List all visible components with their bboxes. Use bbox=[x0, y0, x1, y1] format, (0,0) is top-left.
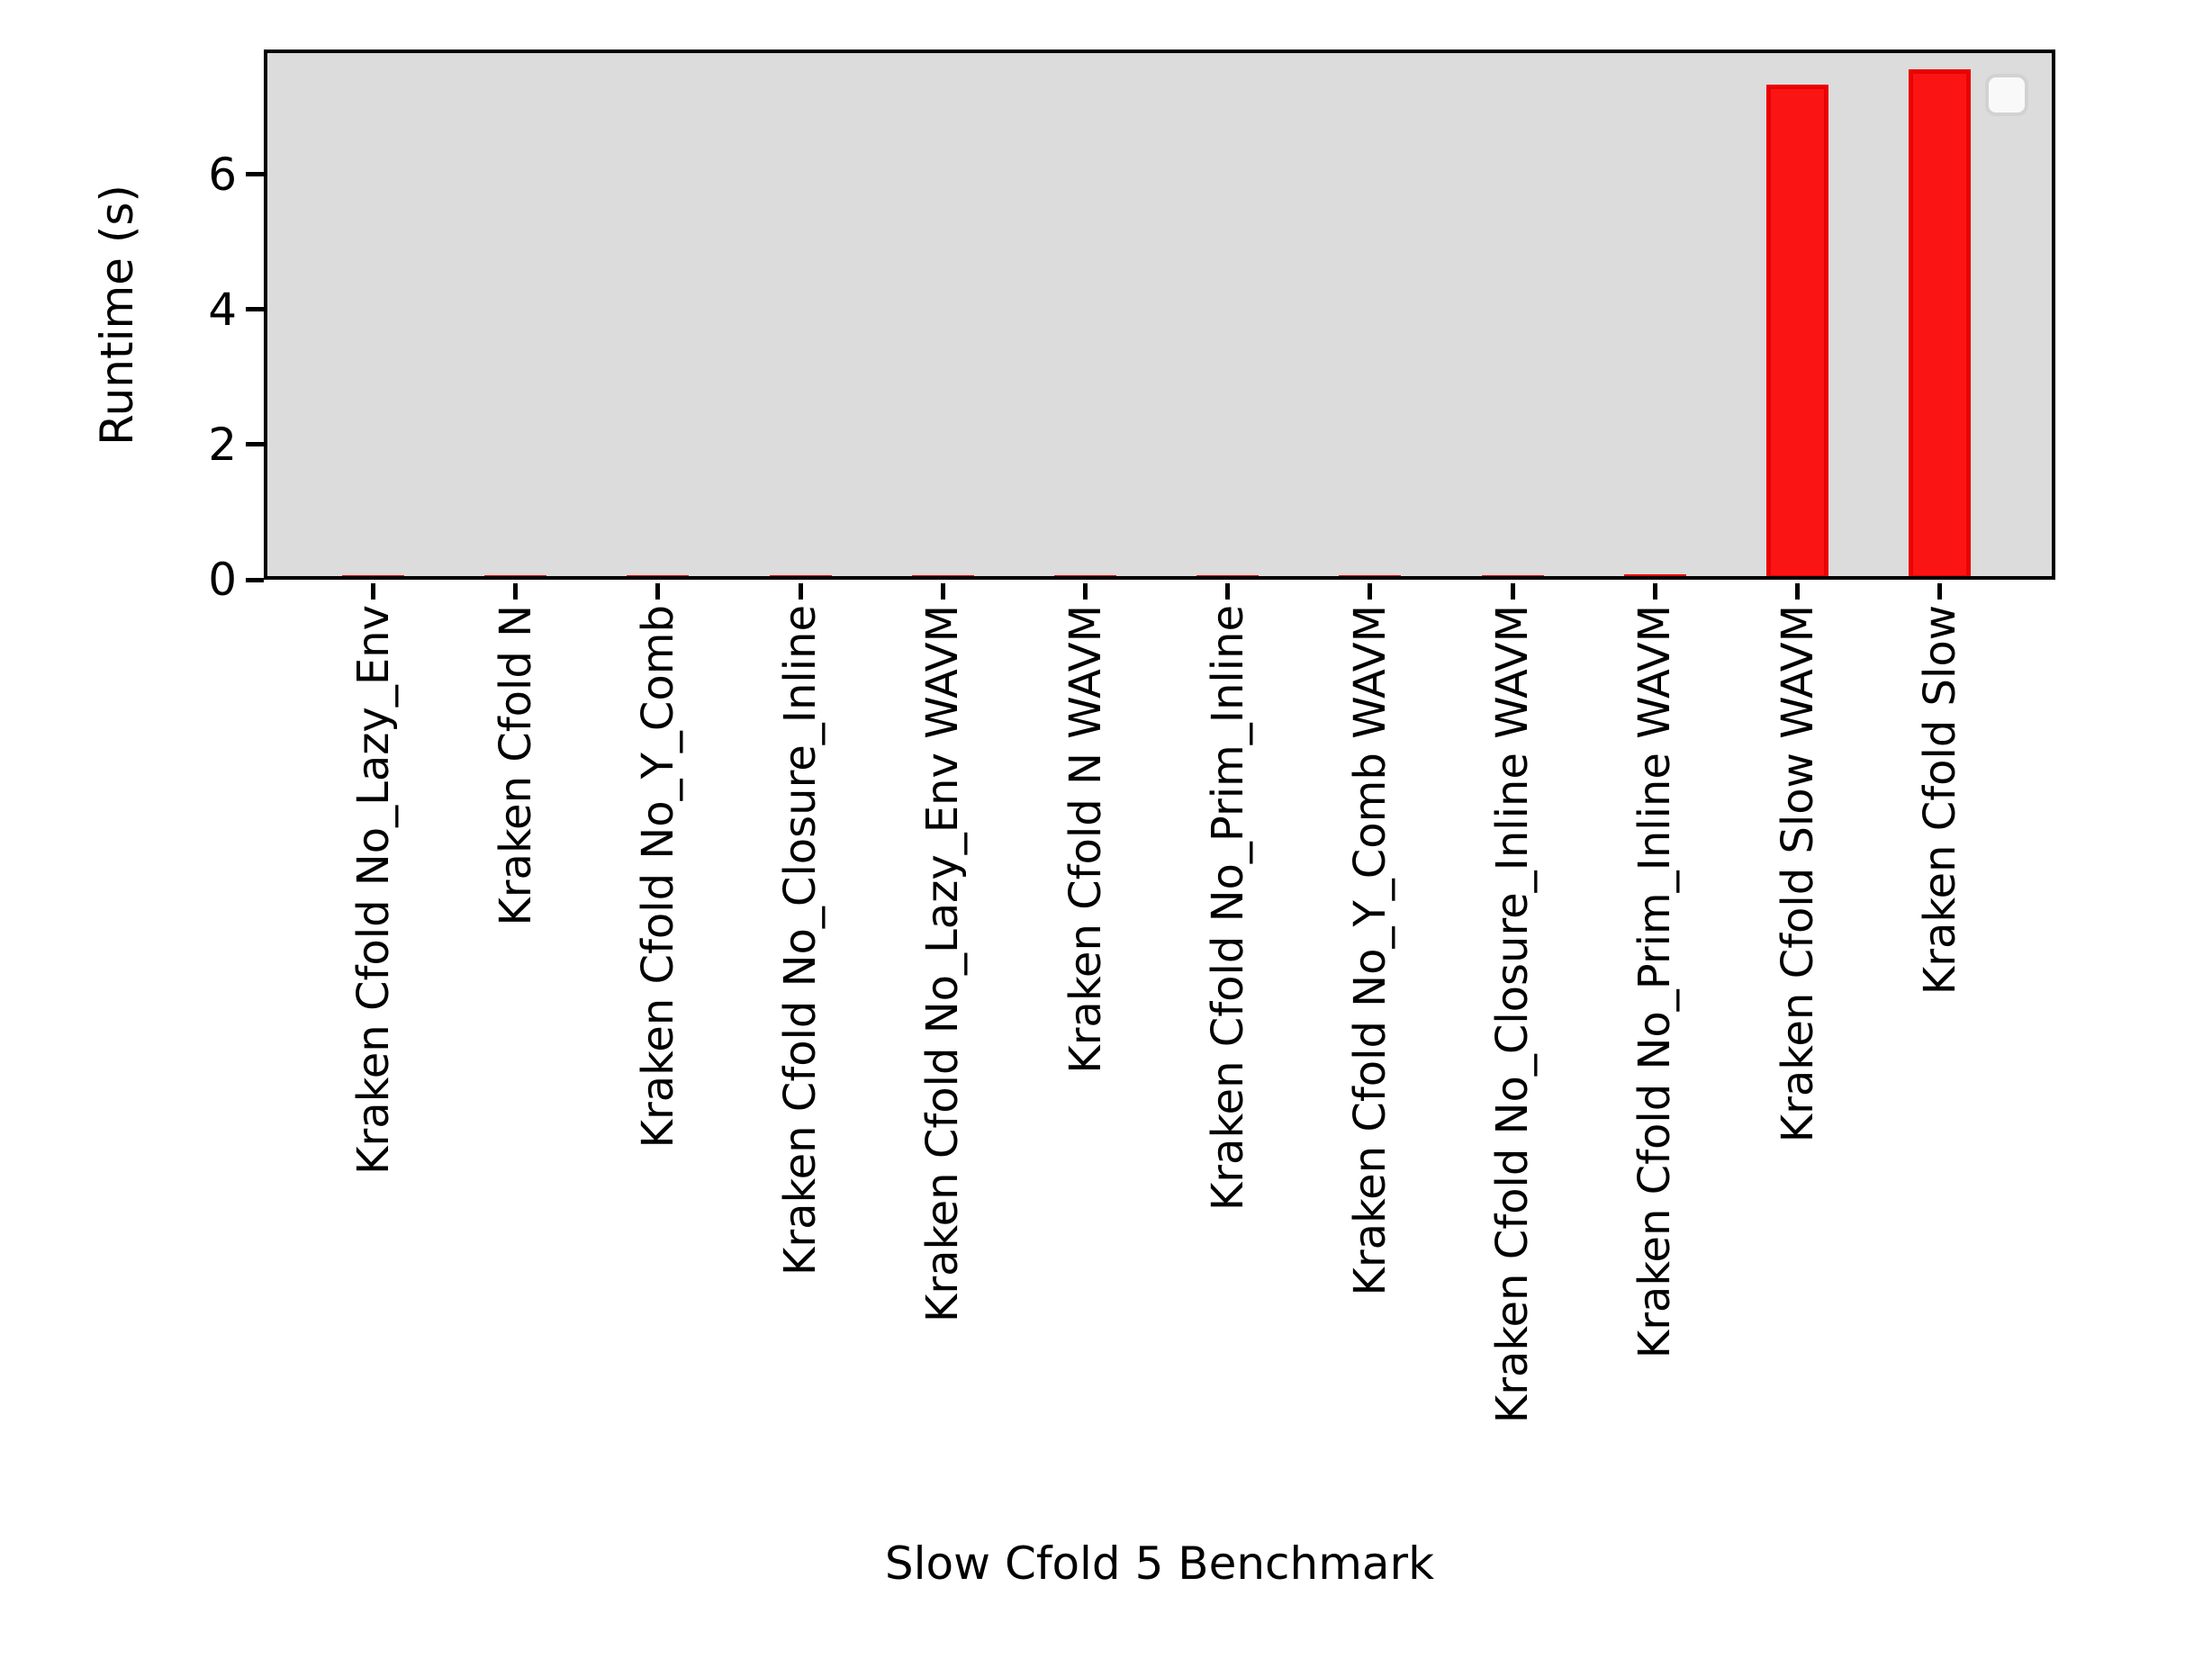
y-tick-label: 4 bbox=[208, 283, 237, 336]
x-tick-mark bbox=[655, 583, 661, 600]
bar-3 bbox=[627, 575, 690, 580]
x-tick-mark bbox=[1225, 583, 1231, 600]
bar-7 bbox=[1196, 575, 1259, 580]
y-tick-mark bbox=[246, 577, 264, 582]
bar-4 bbox=[769, 575, 832, 580]
bar-5 bbox=[911, 575, 974, 580]
y-tick-mark bbox=[246, 442, 264, 447]
x-axis-title: Slow Cfold 5 Benchmark bbox=[884, 1537, 1435, 1590]
bar-2 bbox=[484, 575, 547, 580]
bar-9 bbox=[1481, 575, 1544, 580]
x-tick-mark bbox=[1510, 583, 1515, 600]
x-tick-label: Kraken Cfold No_Y_Comb WAVM bbox=[1344, 605, 1395, 1296]
bar-12 bbox=[1909, 68, 1972, 580]
x-tick-label: Kraken Cfold No_Prim_Inline bbox=[1202, 605, 1253, 1212]
bar-1 bbox=[342, 575, 404, 580]
x-tick-label: Kraken Cfold No_Lazy_Env WAVM bbox=[917, 605, 969, 1323]
x-tick-label: Kraken Cfold N bbox=[490, 605, 541, 926]
x-tick-mark bbox=[1937, 583, 1943, 600]
x-tick-label: Kraken Cfold No_Closure_Inline bbox=[775, 605, 826, 1276]
x-tick-mark bbox=[1368, 583, 1373, 600]
x-tick-mark bbox=[940, 583, 945, 600]
legend-box bbox=[1985, 74, 2028, 116]
x-tick-label: Kraken Cfold No_Closure_Inline WAVM bbox=[1487, 605, 1539, 1424]
plot-area bbox=[264, 50, 2055, 580]
x-tick-mark bbox=[798, 583, 803, 600]
x-tick-label: Kraken Cfold No_Y_Comb bbox=[632, 605, 683, 1149]
bar-8 bbox=[1339, 575, 1402, 580]
x-tick-label: Kraken Cfold Slow bbox=[1914, 605, 1965, 996]
x-tick-label: Kraken Cfold No_Lazy_Env bbox=[348, 605, 399, 1175]
x-tick-label: Kraken Cfold Slow WAVM bbox=[1772, 605, 1823, 1143]
x-tick-mark bbox=[1795, 583, 1800, 600]
x-tick-label: Kraken Cfold No_Prim_Inline WAVM bbox=[1630, 605, 1681, 1359]
bar-10 bbox=[1623, 574, 1686, 580]
bar-11 bbox=[1766, 85, 1828, 580]
x-tick-mark bbox=[1652, 583, 1657, 600]
y-tick-label: 6 bbox=[208, 148, 237, 201]
y-tick-mark bbox=[246, 172, 264, 177]
bar-6 bbox=[1054, 575, 1116, 580]
y-tick-label: 0 bbox=[208, 554, 237, 606]
x-tick-mark bbox=[1083, 583, 1088, 600]
x-tick-label: Kraken Cfold N WAVM bbox=[1060, 605, 1111, 1074]
x-tick-mark bbox=[371, 583, 375, 600]
y-tick-mark bbox=[246, 307, 264, 312]
x-tick-mark bbox=[513, 583, 519, 600]
y-tick-label: 2 bbox=[208, 418, 237, 471]
